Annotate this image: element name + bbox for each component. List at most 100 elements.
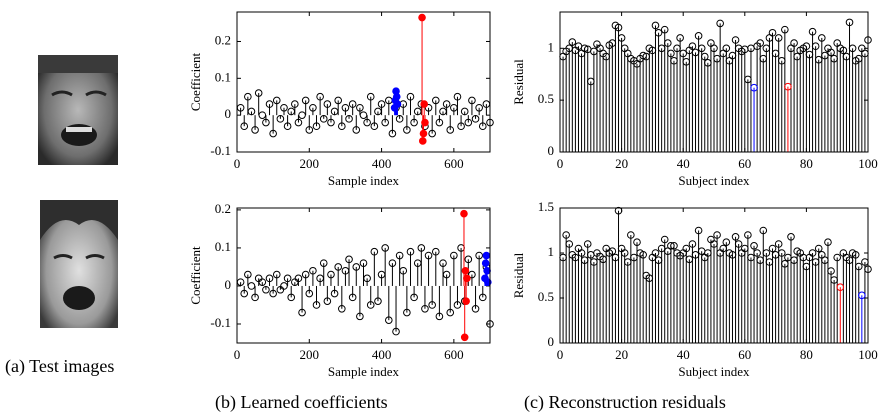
x-tick-label: 200 [300, 156, 320, 171]
marker [319, 115, 328, 123]
marker [833, 253, 842, 262]
chart: 0 20 40 60 80 100 0 0.5 1 Subject index Residual [511, 11, 878, 188]
marker [442, 100, 451, 108]
marker [370, 247, 379, 256]
marker [338, 304, 346, 313]
x-tick-label: 0 [234, 156, 241, 171]
chart: 0 200 400 600 -0.1 0 0.1 0.2 Sample index Coeffic… [188, 201, 494, 379]
marker [431, 96, 440, 105]
marker [301, 96, 310, 105]
marker [366, 301, 375, 309]
marker [664, 39, 672, 47]
marker [446, 126, 455, 134]
axes-box [236, 11, 491, 153]
marker [614, 206, 623, 215]
marker [858, 291, 866, 300]
marker [251, 126, 259, 134]
marker [406, 92, 415, 101]
marker [627, 231, 635, 239]
marker [617, 34, 626, 42]
marker [417, 244, 426, 252]
marker [478, 122, 487, 131]
marker [756, 39, 765, 47]
marker [475, 103, 483, 112]
marker [338, 122, 346, 131]
marker [750, 242, 758, 250]
marker [450, 251, 458, 260]
marker [731, 233, 740, 241]
x-tick-label: 0 [557, 156, 564, 171]
marker [366, 92, 375, 101]
marker [418, 137, 427, 145]
x-tick-label: 60 [738, 347, 751, 362]
marker [700, 52, 709, 61]
y-tick-label: -0.1 [210, 315, 231, 330]
marker [421, 304, 429, 313]
marker [697, 44, 706, 53]
y-axis-label: Coefficient [188, 246, 203, 305]
marker [777, 249, 786, 257]
marker [774, 240, 783, 248]
marker [710, 44, 718, 53]
marker [676, 34, 684, 42]
marker [312, 122, 321, 131]
marker [374, 297, 382, 305]
marker [305, 126, 314, 134]
marker [651, 249, 660, 257]
marker [348, 293, 357, 302]
marker [276, 115, 285, 123]
x-tick-label: 600 [444, 156, 464, 171]
marker [319, 259, 328, 267]
marker [421, 118, 429, 127]
marker [824, 238, 832, 246]
y-tick-label: 1 [548, 244, 555, 259]
marker [388, 129, 397, 138]
marker [363, 118, 371, 127]
y-tick-label: 0 [225, 277, 232, 292]
marker [784, 82, 792, 91]
x-tick-label: 60 [738, 156, 751, 171]
marker [345, 115, 353, 123]
marker [316, 92, 324, 101]
marker [774, 34, 783, 42]
test-image [40, 200, 118, 328]
marker [272, 270, 281, 279]
marker [395, 115, 404, 123]
axes-box [236, 207, 491, 344]
marker [583, 240, 592, 248]
marker [744, 231, 752, 239]
y-tick-label: 0.5 [538, 91, 554, 106]
marker [258, 278, 267, 286]
marker [403, 126, 411, 134]
marker [457, 122, 465, 131]
marker [682, 244, 691, 253]
x-axis-label: Subject index [678, 173, 750, 188]
marker [428, 129, 436, 138]
marker [287, 293, 296, 302]
marker [670, 242, 678, 250]
marker [309, 103, 317, 112]
marker [722, 44, 731, 53]
marker [688, 240, 697, 248]
marker [808, 249, 817, 257]
marker [827, 267, 835, 275]
marker [854, 262, 863, 271]
marker [244, 270, 252, 279]
marker [790, 39, 798, 47]
marker [759, 226, 768, 235]
marker [381, 118, 389, 127]
marker [341, 103, 350, 112]
marker [395, 251, 404, 260]
marker [460, 209, 468, 218]
marker [393, 100, 402, 108]
marker [468, 270, 476, 279]
marker [753, 249, 761, 257]
marker [418, 13, 426, 22]
y-tick-label: 0.2 [215, 201, 231, 216]
marker [240, 122, 249, 131]
x-tick-label: 0 [557, 347, 564, 362]
marker [722, 238, 731, 246]
marker [294, 118, 303, 127]
marker [463, 274, 471, 283]
